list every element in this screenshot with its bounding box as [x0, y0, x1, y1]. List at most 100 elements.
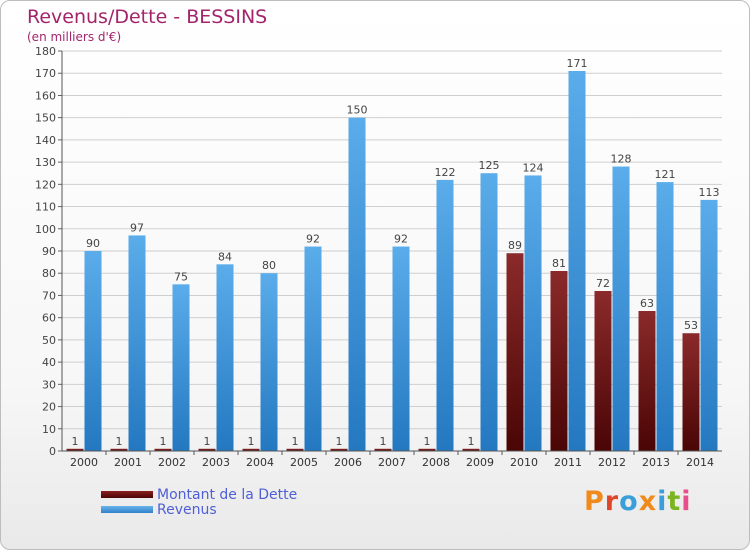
- y-tick-label: 60: [42, 312, 56, 325]
- data-label-debt: 89: [508, 239, 522, 252]
- bar-debt: [110, 448, 128, 451]
- data-label-debt: 1: [380, 435, 387, 448]
- data-label-debt: 1: [468, 435, 475, 448]
- data-label-revenue: 113: [699, 186, 720, 199]
- legend: Montant de la Dette Revenus: [101, 486, 298, 518]
- x-tick-label: 2003: [202, 456, 230, 469]
- x-tick-label: 2010: [510, 456, 538, 469]
- y-tick-label: 150: [35, 112, 56, 125]
- bar-debt: [462, 448, 480, 451]
- bar-revenue: [480, 173, 498, 451]
- bar-debt: [198, 448, 216, 451]
- data-label-debt: 81: [552, 257, 566, 270]
- x-tick-label: 2000: [70, 456, 98, 469]
- bar-revenue: [348, 117, 366, 452]
- bar-revenue: [656, 182, 674, 451]
- data-label-debt: 1: [248, 435, 255, 448]
- bar-debt: [66, 448, 84, 451]
- legend-item-revenue: Revenus: [101, 501, 297, 518]
- y-tick-label: 20: [42, 401, 56, 414]
- legend-item-debt: Montant de la Dette: [101, 486, 298, 503]
- x-tick-label: 2009: [466, 456, 494, 469]
- x-tick-label: 2008: [422, 456, 450, 469]
- x-tick-label: 2011: [554, 456, 582, 469]
- bar-debt: [154, 448, 172, 451]
- logo-letter: t: [667, 486, 682, 517]
- data-label-revenue: 84: [218, 250, 232, 263]
- x-tick-label: 2006: [334, 456, 362, 469]
- data-label-debt: 53: [684, 319, 698, 332]
- y-tick-label: 120: [35, 178, 56, 191]
- x-tick-label: 2012: [598, 456, 626, 469]
- bar-debt: [242, 448, 260, 451]
- legend-swatch-debt: [101, 491, 153, 498]
- logo-letter: P: [584, 486, 605, 517]
- y-tick-label: 10: [42, 423, 56, 436]
- bars: 1 90 1 97 1 75 1 84 1 80 1 92 1 150 1 92 1 122 1 125 89 124 81…: [66, 57, 720, 452]
- bar-revenue: [436, 179, 454, 451]
- logo-letter: o: [619, 486, 639, 517]
- data-label-revenue: 90: [86, 237, 100, 250]
- data-label-debt: 1: [292, 435, 299, 448]
- y-tick-label: 30: [42, 378, 56, 391]
- bar-debt: [638, 311, 656, 451]
- x-tick-label: 2002: [158, 456, 186, 469]
- data-label-revenue: 124: [523, 161, 544, 174]
- y-tick-label: 90: [42, 245, 56, 258]
- bar-revenue: [128, 235, 146, 451]
- bar-debt: [550, 271, 568, 451]
- bar-revenue: [392, 246, 410, 451]
- y-tick-label: 180: [35, 45, 56, 58]
- data-label-revenue: 121: [655, 168, 676, 181]
- bar-revenue: [216, 264, 234, 451]
- bar-debt: [594, 291, 612, 451]
- data-label-revenue: 92: [394, 233, 408, 246]
- data-label-revenue: 92: [306, 233, 320, 246]
- data-label-debt: 1: [160, 435, 167, 448]
- logo-letter: r: [604, 486, 620, 517]
- data-label-debt: 1: [204, 435, 211, 448]
- logo-letter: x: [638, 486, 658, 517]
- y-tick-label: 100: [35, 223, 56, 236]
- y-tick-label: 70: [42, 289, 56, 302]
- axes: 0 10 20 30 40 50 60 70 80 90 100 110 120 130 140 150 160…: [35, 45, 722, 469]
- data-label-revenue: 128: [611, 153, 632, 166]
- y-tick-label: 0: [49, 445, 56, 458]
- bar-revenue: [84, 251, 102, 451]
- x-tick-label: 2001: [114, 456, 142, 469]
- bar-debt: [374, 448, 392, 451]
- bar-debt: [682, 333, 700, 451]
- y-tick-label: 80: [42, 267, 56, 280]
- y-tick-label: 130: [35, 156, 56, 169]
- y-tick-label: 170: [35, 67, 56, 80]
- logo-letter: i: [657, 486, 668, 517]
- legend-label-revenue: Revenus: [157, 501, 217, 518]
- legend-label-debt: Montant de la Dette: [157, 486, 298, 503]
- x-tick-label: 2005: [290, 456, 318, 469]
- bar-revenue: [260, 273, 278, 451]
- chart-subtitle: (en milliers d'€): [27, 30, 122, 44]
- bar-debt: [286, 448, 304, 451]
- data-label-revenue: 75: [174, 270, 188, 283]
- bar-debt: [506, 253, 524, 451]
- legend-swatch-revenue: [101, 506, 153, 513]
- data-label-debt: 1: [116, 435, 123, 448]
- data-label-debt: 72: [596, 277, 610, 290]
- chart-title: Revenus/Dette - BESSINS: [27, 6, 268, 28]
- bar-debt: [418, 448, 436, 451]
- x-tick-label: 2004: [246, 456, 274, 469]
- y-tick-label: 140: [35, 134, 56, 147]
- y-tick-label: 50: [42, 334, 56, 347]
- data-label-debt: 63: [640, 297, 654, 310]
- proxiti-logo: Proxiti: [584, 486, 692, 517]
- y-tick-label: 110: [35, 201, 56, 214]
- logo-letter: i: [681, 486, 692, 517]
- grid-lines: [62, 50, 722, 452]
- x-tick-label: 2007: [378, 456, 406, 469]
- y-tick-label: 160: [35, 89, 56, 102]
- bar-revenue: [172, 284, 190, 451]
- bar-revenue: [700, 199, 718, 451]
- bar-chart: 1901971751841801921150192112211258912481…: [35, 45, 722, 469]
- data-label-revenue: 80: [262, 259, 276, 272]
